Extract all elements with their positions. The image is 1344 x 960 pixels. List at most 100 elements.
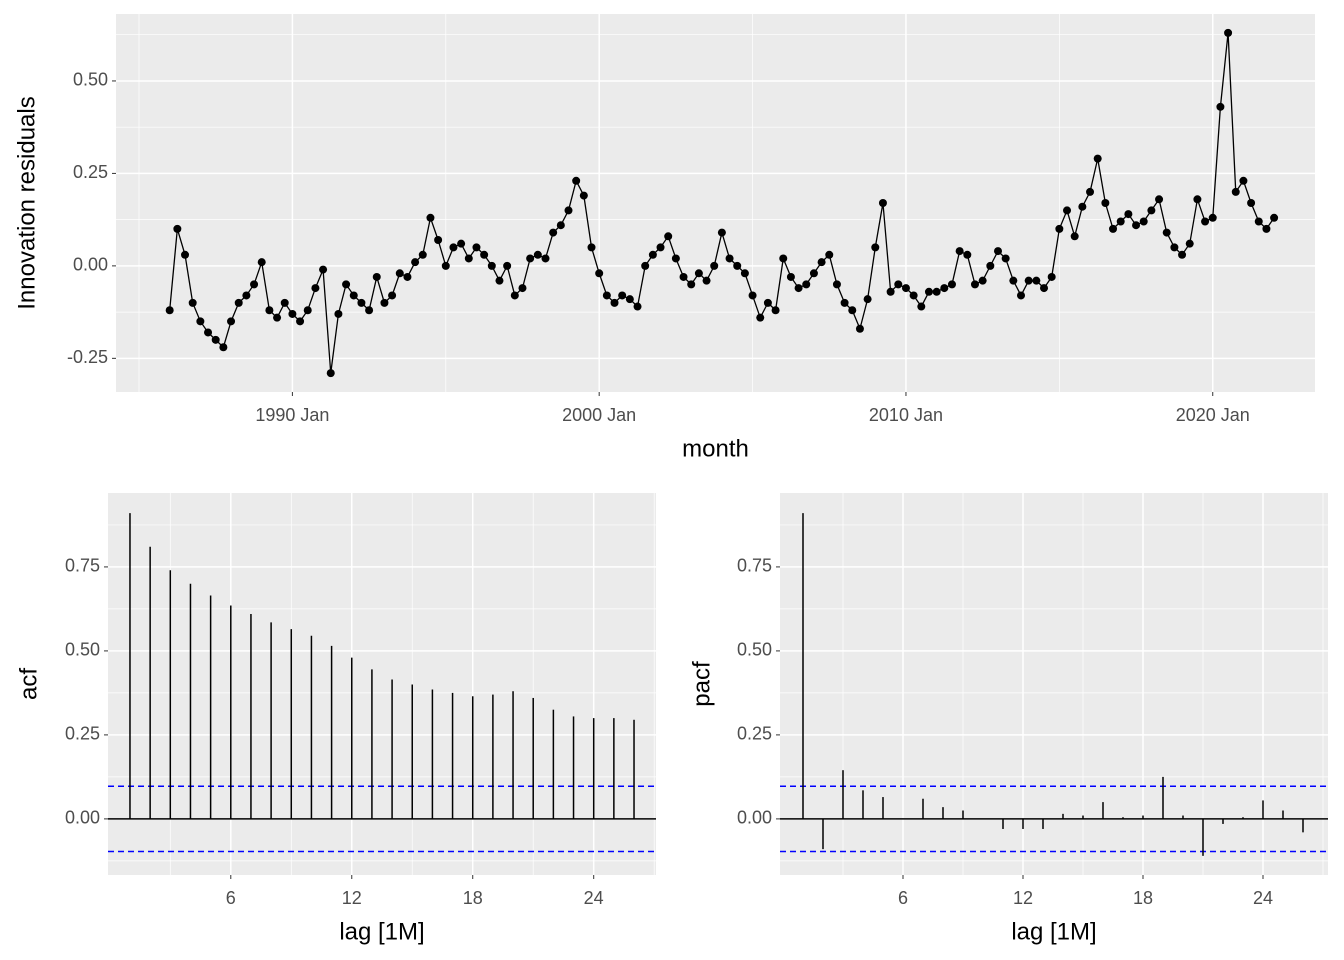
point [1247,199,1256,207]
y-tick-label: 0.50 [737,640,772,660]
point [564,206,573,215]
x-tick-label: 24 [1253,888,1273,908]
point [1185,239,1194,248]
point [993,247,1002,256]
point [196,317,205,326]
point [1055,224,1064,233]
point [595,269,604,278]
point [786,272,795,281]
point [518,284,527,293]
point [181,250,190,259]
point [633,302,642,311]
point [1132,221,1141,230]
point [349,291,358,300]
point [457,239,466,248]
point [1101,199,1110,207]
point [173,224,182,233]
point [963,250,972,259]
x-tick-label: 12 [342,888,362,908]
x-tick-label: 2020 Jan [1176,405,1250,425]
x-axis-title: lag [1M] [339,918,424,945]
point [234,298,243,307]
point [418,250,427,259]
point [357,298,366,307]
point [809,269,818,278]
point [748,291,757,300]
point [1201,217,1210,226]
point [165,306,174,315]
point [725,254,734,263]
point [334,309,343,318]
point [587,243,596,252]
point [188,298,197,307]
point [863,295,872,304]
point [1178,250,1187,259]
y-tick-label: 0.75 [65,556,100,576]
point [802,280,811,289]
y-tick-label: 0.50 [73,70,108,90]
point [526,254,535,263]
point [342,280,351,289]
point [257,258,266,267]
point [1270,213,1279,222]
point [1147,206,1156,215]
point [311,284,320,293]
point [1216,102,1225,111]
point [1078,202,1087,211]
point [756,313,765,322]
point [664,232,673,241]
point [771,306,780,315]
point [227,317,236,326]
point [288,309,297,318]
point [219,343,228,352]
point [932,287,941,296]
x-tick-label: 18 [463,888,483,908]
point [472,243,481,252]
x-tick-label: 24 [584,888,604,908]
point [924,287,933,296]
x-tick-label: 12 [1013,888,1033,908]
point [280,298,289,307]
point [825,250,834,259]
point [687,280,696,289]
point [464,254,473,263]
point [740,269,749,278]
point [449,243,458,252]
point [273,313,282,322]
point [296,317,305,326]
point [242,291,251,300]
point [503,261,512,270]
point [579,191,588,200]
y-tick-label: 0.00 [737,808,772,828]
point [204,328,213,337]
y-tick-label: 0.25 [737,724,772,744]
y-axis-title: acf [15,668,42,700]
y-tick-label: -0.25 [67,347,108,367]
point [395,269,404,278]
point [487,261,496,270]
point [265,306,274,315]
point [1231,187,1240,196]
point [848,306,857,315]
point [878,199,887,207]
point [319,265,328,274]
point [480,250,489,259]
point [610,298,619,307]
x-tick-label: 2010 Jan [869,405,943,425]
x-tick-label: 6 [898,888,908,908]
point [717,228,726,237]
point [986,261,995,270]
panel [108,493,656,875]
point [1254,217,1263,226]
point [211,335,220,344]
point [901,284,910,293]
x-tick-label: 18 [1133,888,1153,908]
y-tick-label: 0.00 [65,808,100,828]
panel [780,493,1328,875]
point [917,302,926,311]
point [549,228,558,237]
x-tick-label: 1990 Jan [255,405,329,425]
point [388,291,397,300]
point [1093,154,1102,163]
x-tick-label: 2000 Jan [562,405,636,425]
